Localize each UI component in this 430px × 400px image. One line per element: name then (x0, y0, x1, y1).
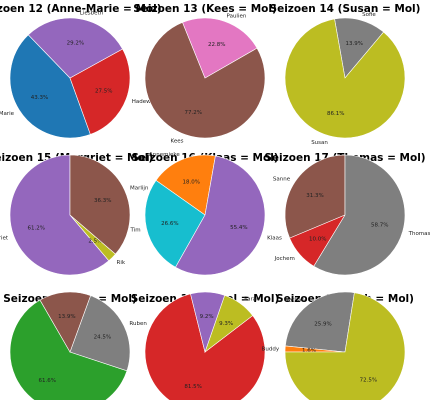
pie-slice (27, 17, 123, 79)
slice-name-label: Sofie (362, 12, 376, 18)
pie-slice (334, 17, 384, 79)
slice-percent-label: 24.5% (94, 334, 111, 340)
pie-slice (69, 48, 131, 135)
slice-percent-label: 77.2% (185, 110, 202, 116)
chart-title: Seizoen 13 (Kees = Mol) (133, 3, 277, 15)
slice-percent-label: 36.3% (94, 198, 111, 204)
pie-slice (69, 154, 131, 255)
slice-percent-label: 13.9% (346, 41, 363, 47)
slice-name-label: Marlijn (130, 186, 149, 192)
slice-percent-label: 81.5% (184, 384, 201, 390)
slice-percent-label: 26.6% (161, 221, 178, 227)
pie-slice (284, 292, 406, 400)
slice-name-label: Jochem (274, 256, 295, 262)
pie-chart-8: Seizoen 19 (Merel = Mol)81.5%Merel9.3%Sa… (131, 291, 279, 400)
slice-name-label: Kees (171, 138, 184, 144)
pie-chart-2: Seizoen 13 (Kees = Mol) 77.2% Kees 22.8% Pau… (133, 3, 277, 144)
slice-name-label: Tim (130, 228, 141, 234)
pie-slice (144, 21, 266, 139)
slice-percent-label: 18.0% (183, 180, 200, 186)
pie-chart-9: Seizoen 20 (Rob = Mol)25.9%Nathan1.6%Bud… (262, 291, 414, 400)
slice-percent-label: 58.7% (371, 223, 388, 229)
slice-percent-label: 9.3% (219, 321, 233, 327)
pie-slice (190, 291, 226, 354)
pie-chart-3: Seizoen 14 (Susan = Mol) 13.9% Sofie 86.1% S… (270, 3, 421, 146)
pie-slice (39, 291, 91, 353)
pie-slice (284, 154, 346, 239)
slice-name-label: Susan (311, 140, 328, 146)
slice-percent-label: 1.6% (302, 348, 316, 354)
slice-percent-label: 2.5% (88, 239, 102, 245)
pie-slice (155, 154, 216, 216)
pie-slice (9, 34, 91, 139)
pie-slice (9, 154, 110, 276)
slice-name-label: Thomas (408, 231, 430, 237)
slice-name-label: Paulien (227, 14, 247, 20)
slice-name-label: Margriet (0, 236, 9, 242)
slice-percent-label: 55.4% (230, 225, 247, 231)
slice-percent-label: 27.5% (95, 89, 112, 95)
slice-percent-label: 13.9% (58, 314, 75, 320)
slice-name-label: Klaas (267, 235, 282, 241)
slice-name-label: Rik (117, 260, 126, 266)
pie-chart-1: Seizoen 12 (Anne-Marie = Mol) 43.3% Anne-M… (0, 3, 162, 139)
slice-percent-label: 61.6% (39, 378, 56, 384)
chart-title: Seizoen 12 (Anne-Marie = Mol) (0, 3, 162, 15)
slice-percent-label: 86.1% (327, 111, 344, 117)
pie-slice (284, 18, 406, 139)
pie-slice (69, 295, 131, 372)
chart-title: Seizoen 14 (Susan = Mol) (270, 3, 421, 15)
slice-percent-label: 29.2% (67, 40, 84, 46)
pie-chart-6: Seizoen 17 (Thomas = Mol)31.3%Sanne10.0%… (264, 152, 430, 276)
pie-slice (182, 17, 258, 79)
slice-percent-label: 61.2% (27, 225, 44, 231)
slice-name-label: Buddy (262, 347, 280, 353)
pie-slice (284, 291, 355, 353)
slice-name-label: Nathan (285, 298, 305, 304)
pie-chart-7: Seizoen 18 (Jan = Mol)61.6%Jan24.5%Ruben… (3, 291, 147, 400)
slice-name-label: Anne-Marie (0, 111, 15, 117)
slice-percent-label: 72.5% (360, 377, 377, 383)
slice-name-label: Liesbeth (80, 11, 104, 17)
slice-percent-label: 43.3% (31, 95, 48, 101)
slice-percent-label: 25.9% (314, 322, 331, 328)
slice-percent-label: 9.2% (200, 314, 214, 320)
slice-name-label: Sarah (244, 297, 260, 303)
slice-name-label: Ruben (129, 321, 147, 327)
slice-percent-label: 22.8% (208, 42, 225, 48)
pie-chart-5: Seizoen 16 (Klaas = Mol)18.0%Annemieke26… (130, 152, 282, 276)
slice-name-label: Hadewych (132, 99, 161, 105)
slice-name-label: Annemieke (149, 152, 180, 158)
slice-name-label: Sanne (273, 176, 291, 182)
slice-percent-label: 10.0% (309, 237, 326, 243)
pie-slice (144, 293, 266, 400)
pie-slice (175, 155, 266, 276)
slice-percent-label: 31.3% (306, 193, 323, 199)
pie-slice (313, 154, 406, 276)
pie-slice (9, 299, 128, 400)
pie-slice (144, 179, 206, 268)
pie-chart-4: Seizoen 15 (Margriet = Mol)61.2%Margriet… (0, 152, 153, 276)
